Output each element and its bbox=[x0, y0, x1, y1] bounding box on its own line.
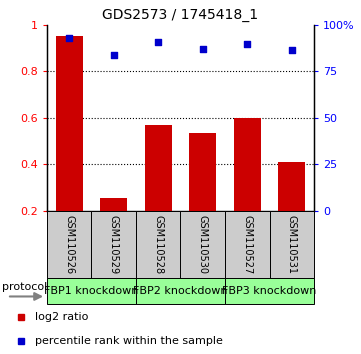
Text: protocol: protocol bbox=[3, 282, 48, 292]
Bar bbox=[100, 198, 127, 211]
Point bbox=[289, 47, 295, 53]
Point bbox=[155, 39, 161, 44]
Bar bbox=[278, 162, 305, 211]
Bar bbox=[136, 211, 180, 278]
Point bbox=[111, 53, 117, 58]
Text: GSM110530: GSM110530 bbox=[198, 215, 208, 274]
Text: GSM110531: GSM110531 bbox=[287, 215, 297, 274]
Text: FBP2 knockdown: FBP2 knockdown bbox=[133, 286, 228, 296]
Bar bbox=[136, 278, 225, 304]
Text: percentile rank within the sample: percentile rank within the sample bbox=[35, 336, 223, 346]
Bar bbox=[234, 118, 261, 211]
Point bbox=[200, 46, 206, 52]
Bar bbox=[91, 211, 136, 278]
Text: GSM110526: GSM110526 bbox=[64, 215, 74, 274]
Text: log2 ratio: log2 ratio bbox=[35, 312, 88, 322]
Bar bbox=[225, 278, 314, 304]
Bar bbox=[47, 278, 136, 304]
Bar bbox=[190, 133, 216, 211]
Text: FBP3 knockdown: FBP3 knockdown bbox=[222, 286, 317, 296]
Text: GSM110529: GSM110529 bbox=[109, 215, 119, 274]
Text: GSM110528: GSM110528 bbox=[153, 215, 163, 274]
Text: FBP1 knockdown: FBP1 knockdown bbox=[44, 286, 139, 296]
Title: GDS2573 / 1745418_1: GDS2573 / 1745418_1 bbox=[103, 8, 258, 22]
Bar bbox=[47, 211, 91, 278]
Bar bbox=[180, 211, 225, 278]
Bar bbox=[270, 211, 314, 278]
Bar bbox=[56, 36, 83, 211]
Text: GSM110527: GSM110527 bbox=[242, 215, 252, 274]
Bar bbox=[145, 125, 171, 211]
Point bbox=[66, 35, 72, 41]
Bar bbox=[225, 211, 270, 278]
Point bbox=[244, 41, 250, 47]
